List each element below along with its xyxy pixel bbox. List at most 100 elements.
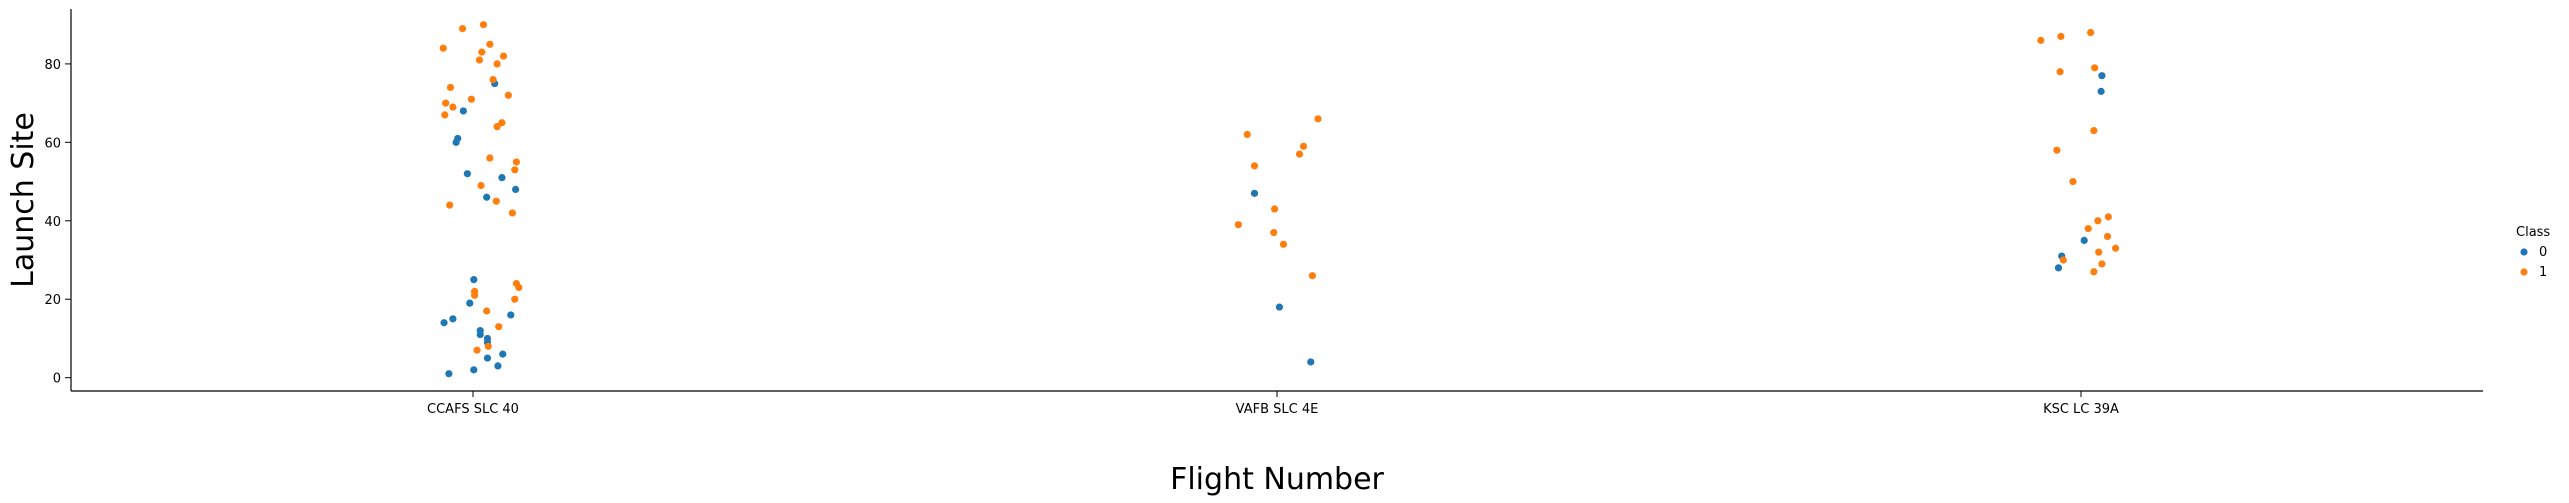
point-class-0 — [1307, 358, 1315, 366]
point-class-1 — [2095, 248, 2103, 256]
point-class-1 — [486, 154, 494, 162]
plot-area: 0 20 40 60 80 CCAFS SLC 40 VAFB SLC 4E KSC LC … — [44, 9, 2483, 417]
point-class-0 — [440, 319, 448, 327]
point-class-1 — [1295, 150, 1304, 158]
point-class-0 — [483, 193, 491, 201]
legend-marker-class-1 — [2520, 268, 2528, 276]
point-class-0 — [2098, 72, 2106, 80]
y-ticks: 0 20 40 60 80 — [44, 58, 71, 387]
point-class-1 — [2091, 64, 2099, 72]
x-ticks: CCAFS SLC 40 VAFB SLC 4E KSC LC 39A — [427, 391, 2119, 417]
point-class-1 — [2057, 32, 2065, 41]
legend-title: Class — [2516, 225, 2550, 240]
point-class-1 — [2053, 146, 2061, 154]
point-class-0 — [470, 366, 478, 374]
y-tick-label: 60 — [44, 136, 61, 151]
point-class-1 — [1243, 130, 1251, 139]
point-class-1 — [1308, 272, 1316, 280]
point-class-1 — [1299, 142, 1308, 150]
point-class-1 — [489, 75, 497, 84]
point-class-1 — [493, 123, 501, 131]
point-class-1 — [441, 111, 449, 119]
point-class-1 — [2094, 217, 2102, 225]
point-class-1 — [473, 346, 481, 354]
point-class-1 — [2056, 68, 2064, 76]
point-class-1 — [492, 197, 500, 205]
point-class-1 — [2111, 244, 2120, 252]
point-class-1 — [2104, 213, 2112, 221]
point-class-1 — [499, 52, 508, 60]
point-class-1 — [446, 83, 455, 92]
point-class-1 — [495, 323, 503, 331]
point-class-0 — [463, 170, 471, 178]
point-class-1 — [2090, 126, 2098, 135]
point-class-0 — [1275, 303, 1284, 311]
point-class-0 — [459, 107, 467, 115]
point-class-1 — [446, 201, 454, 209]
point-class-0 — [2054, 264, 2063, 272]
point-class-1 — [493, 60, 501, 68]
x-tick-label: KSC LC 39A — [2043, 402, 2119, 417]
point-class-0 — [445, 370, 453, 378]
point-class-0 — [494, 362, 502, 370]
y-tick-label: 40 — [44, 215, 61, 230]
point-class-1 — [483, 307, 491, 315]
point-class-1 — [1250, 162, 1259, 170]
point-class-1 — [508, 209, 516, 217]
point-class-1 — [484, 342, 492, 350]
point-class-1 — [2069, 177, 2077, 186]
point-class-1 — [2098, 260, 2106, 268]
point-class-1 — [511, 295, 519, 303]
point-class-0 — [449, 315, 457, 323]
point-class-1 — [479, 21, 488, 29]
point-class-0 — [1250, 189, 1259, 197]
point-class-1 — [2084, 225, 2092, 233]
point-class-1 — [486, 40, 494, 48]
legend: Class 0 1 — [2516, 225, 2550, 280]
point-class-1 — [1270, 205, 1279, 213]
point-class-1 — [478, 48, 486, 56]
point-class-1 — [449, 103, 457, 111]
point-class-1 — [471, 291, 479, 299]
point-class-1 — [1314, 115, 1322, 123]
legend-marker-class-0 — [2520, 248, 2528, 256]
point-class-1 — [1270, 228, 1278, 237]
point-class-0 — [2097, 87, 2105, 95]
point-class-1 — [2037, 36, 2045, 44]
legend-label-class-1: 1 — [2539, 265, 2547, 280]
point-class-0 — [466, 299, 474, 307]
point-class-1 — [512, 158, 521, 166]
legend-label-class-0: 0 — [2539, 245, 2547, 260]
x-axis-title: Flight Number — [1170, 462, 1384, 497]
point-class-1 — [2103, 232, 2112, 241]
point-class-1 — [511, 166, 519, 174]
point-class-0 — [2080, 236, 2088, 244]
y-tick-label: 80 — [44, 58, 61, 73]
point-class-1 — [2087, 28, 2095, 37]
point-class-1 — [467, 95, 475, 103]
point-class-1 — [498, 119, 506, 127]
point-class-1 — [439, 44, 447, 52]
point-class-1 — [504, 91, 512, 99]
point-class-1 — [475, 56, 484, 64]
y-axis-title: Launch Site — [6, 112, 41, 288]
point-class-1 — [477, 181, 485, 190]
point-class-1 — [1279, 240, 1288, 248]
point-class-0 — [512, 185, 520, 194]
point-class-0 — [498, 174, 506, 182]
point-class-0 — [507, 311, 515, 319]
x-tick-label: VAFB SLC 4E — [1236, 402, 1319, 417]
data-points — [439, 21, 2120, 378]
point-class-1 — [458, 25, 467, 33]
point-class-1 — [515, 283, 523, 292]
point-class-1 — [442, 99, 450, 107]
y-tick-label: 0 — [53, 372, 61, 387]
point-class-0 — [476, 327, 484, 335]
point-class-0 — [454, 134, 462, 143]
point-class-0 — [483, 354, 492, 362]
point-class-1 — [2090, 268, 2098, 276]
x-tick-label: CCAFS SLC 40 — [427, 402, 519, 417]
point-class-1 — [2059, 256, 2067, 264]
point-class-1 — [1234, 221, 1243, 229]
